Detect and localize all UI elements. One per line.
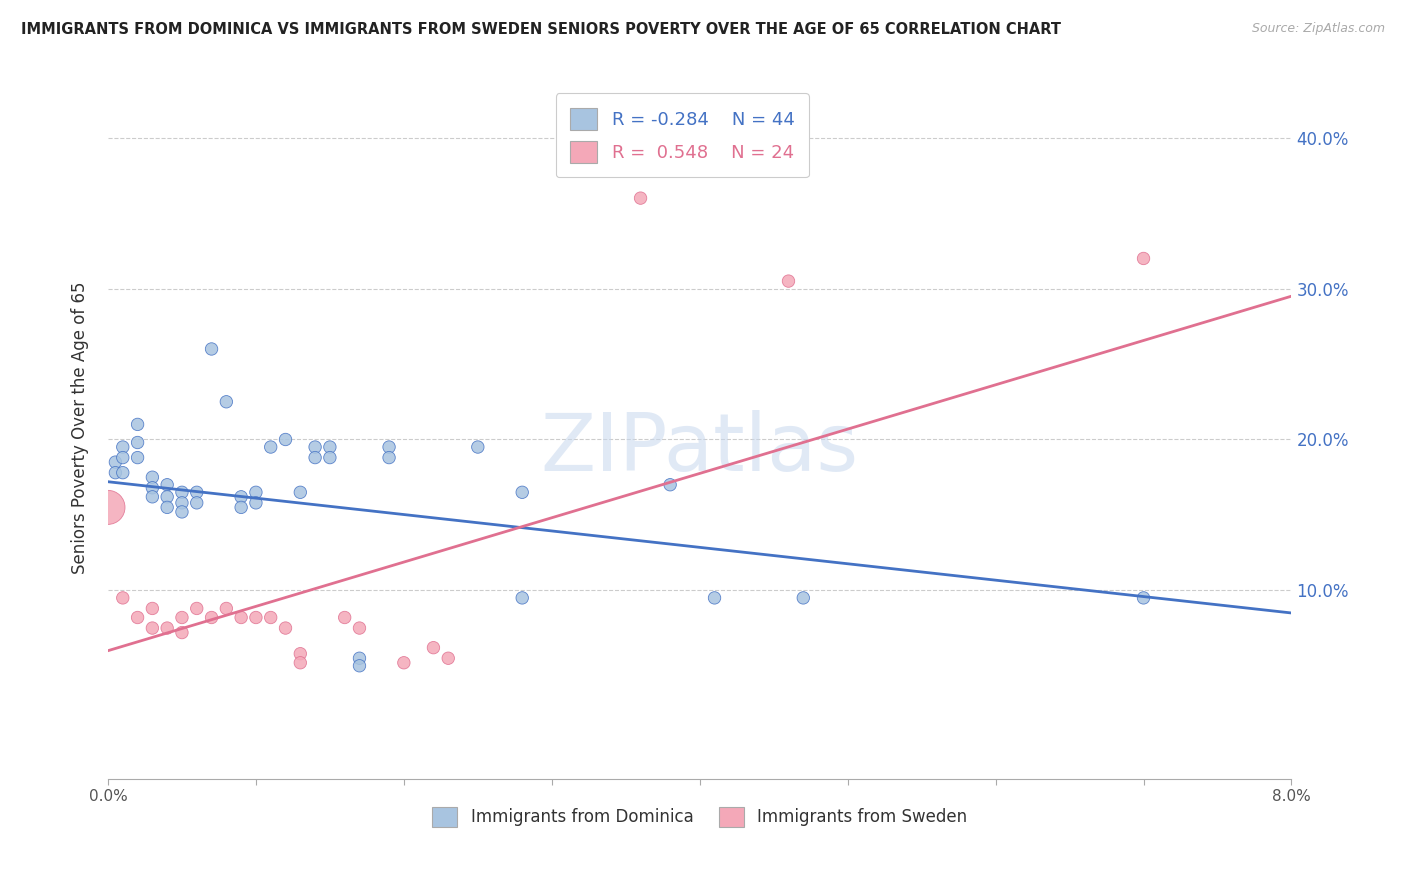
Point [510,485,533,500]
Point [215,601,238,615]
Point [792,591,814,605]
Point [141,490,163,504]
Point [141,470,163,484]
Point [170,610,193,624]
Point [141,621,163,635]
Point [111,591,134,605]
Point [111,450,134,465]
Point [260,610,283,624]
Point [630,191,652,205]
Point [156,621,179,635]
Point [156,477,179,491]
Point [319,440,342,454]
Point [200,342,222,356]
Point [274,433,297,447]
Point [304,450,326,465]
Point [349,621,371,635]
Point [319,450,342,465]
Point [510,591,533,605]
Point [1132,591,1154,605]
Legend: Immigrants from Dominica, Immigrants from Sweden: Immigrants from Dominica, Immigrants fro… [426,800,974,834]
Point [290,485,312,500]
Point [392,656,415,670]
Point [156,500,179,515]
Point [141,481,163,495]
Point [290,656,312,670]
Point [156,490,179,504]
Point [200,610,222,624]
Point [97,500,120,515]
Point [778,274,800,288]
Point [349,651,371,665]
Point [333,610,356,624]
Point [260,440,283,454]
Point [437,651,460,665]
Point [104,466,127,480]
Point [349,658,371,673]
Point [186,601,208,615]
Point [170,505,193,519]
Point [245,610,267,624]
Point [170,485,193,500]
Point [111,466,134,480]
Point [290,647,312,661]
Point [467,440,489,454]
Point [703,591,725,605]
Text: ZIPatlas: ZIPatlas [541,410,859,488]
Point [127,610,149,624]
Point [215,394,238,409]
Point [304,440,326,454]
Point [127,417,149,432]
Point [127,435,149,450]
Point [170,625,193,640]
Point [659,477,682,491]
Point [378,440,401,454]
Point [1132,252,1154,266]
Point [111,440,134,454]
Point [231,490,253,504]
Point [422,640,444,655]
Point [245,485,267,500]
Point [274,621,297,635]
Y-axis label: Seniors Poverty Over the Age of 65: Seniors Poverty Over the Age of 65 [72,282,89,574]
Point [231,610,253,624]
Point [170,496,193,510]
Text: Source: ZipAtlas.com: Source: ZipAtlas.com [1251,22,1385,36]
Text: IMMIGRANTS FROM DOMINICA VS IMMIGRANTS FROM SWEDEN SENIORS POVERTY OVER THE AGE : IMMIGRANTS FROM DOMINICA VS IMMIGRANTS F… [21,22,1062,37]
Point [186,485,208,500]
Point [186,496,208,510]
Point [127,450,149,465]
Point [231,500,253,515]
Point [245,496,267,510]
Point [104,455,127,469]
Point [141,601,163,615]
Point [378,450,401,465]
